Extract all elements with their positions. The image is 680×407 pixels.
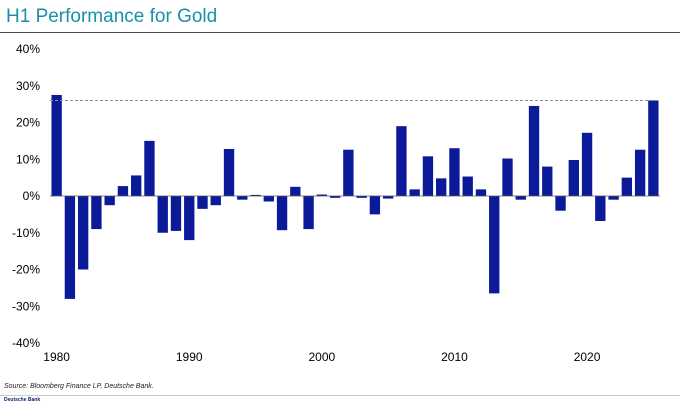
- bar-2014: [502, 158, 513, 196]
- bar-1993: [223, 148, 235, 196]
- bar-1992: [210, 196, 221, 206]
- bar-1980: [51, 94, 62, 196]
- bar-2003: [356, 196, 367, 198]
- y-tick-label: -30%: [12, 299, 40, 313]
- x-tick-label: 2000: [308, 350, 335, 364]
- bar-1996: [263, 196, 274, 202]
- bar-2019: [568, 159, 579, 196]
- bar-1994: [237, 196, 248, 200]
- bar-1990: [184, 196, 195, 241]
- y-tick-label: 30%: [16, 79, 40, 93]
- bar-1981: [64, 196, 76, 299]
- bar-1989: [170, 196, 182, 231]
- bar-2000: [316, 194, 328, 196]
- bar-1991: [197, 196, 208, 209]
- y-axis: -40% -30% -20% -10% 0% 10% 20% 30% 40%: [12, 42, 40, 350]
- bar-2013: [489, 196, 500, 294]
- x-tick-label: 1980: [43, 350, 70, 364]
- bar-2016: [528, 105, 540, 196]
- bar-2001: [329, 196, 341, 198]
- bar-1982: [77, 196, 89, 270]
- bar-2008: [422, 156, 434, 196]
- bar-1998: [290, 186, 301, 196]
- bar-1999: [303, 196, 314, 230]
- bar-2025: [648, 100, 659, 196]
- bar-2005: [382, 196, 394, 199]
- bar-1988: [157, 196, 168, 233]
- footer-divider: [0, 395, 680, 396]
- y-tick-label: -10%: [12, 226, 40, 240]
- bar-2009: [436, 178, 447, 196]
- bar-1985: [117, 186, 129, 196]
- title-divider: [0, 32, 680, 33]
- bar-2010: [449, 148, 460, 196]
- bar-1986: [131, 175, 142, 196]
- bar-2022: [608, 196, 619, 200]
- x-axis: 1980 1990 2000 2010 2020: [43, 350, 600, 364]
- bar-2018: [555, 196, 566, 211]
- bar-2006: [396, 126, 407, 196]
- y-tick-label: 40%: [16, 42, 40, 56]
- bar-2023: [621, 177, 633, 197]
- bar-2020: [581, 132, 593, 196]
- bar-2011: [462, 176, 473, 196]
- bar-2015: [515, 196, 526, 200]
- brand-label: Deutsche Bank: [4, 397, 41, 403]
- y-tick-label: -20%: [12, 263, 40, 277]
- bar-2007: [409, 189, 420, 196]
- bar-1997: [276, 196, 288, 231]
- bar-1987: [144, 140, 155, 197]
- y-tick-label: 0%: [23, 189, 41, 203]
- bar-2004: [369, 196, 381, 215]
- bar-2012: [475, 189, 487, 196]
- y-tick-label: 10%: [16, 152, 40, 166]
- bar-1995: [250, 194, 261, 196]
- bar-2024: [634, 149, 646, 196]
- y-tick-label: -40%: [12, 336, 40, 350]
- bar-2021: [595, 196, 606, 221]
- x-tick-label: 1990: [176, 350, 203, 364]
- bar-2017: [542, 166, 553, 196]
- bar-1983: [91, 196, 102, 230]
- chart-title: H1 Performance for Gold: [6, 6, 218, 27]
- x-tick-label: 2020: [574, 350, 601, 364]
- bar-2002: [343, 149, 354, 196]
- source-note: Source: Bloomberg Finance LP, Deutsche B…: [4, 383, 154, 390]
- bar-1984: [104, 196, 115, 206]
- x-tick-label: 2010: [441, 350, 468, 364]
- y-tick-label: 20%: [16, 116, 40, 130]
- bar-series: [51, 94, 659, 299]
